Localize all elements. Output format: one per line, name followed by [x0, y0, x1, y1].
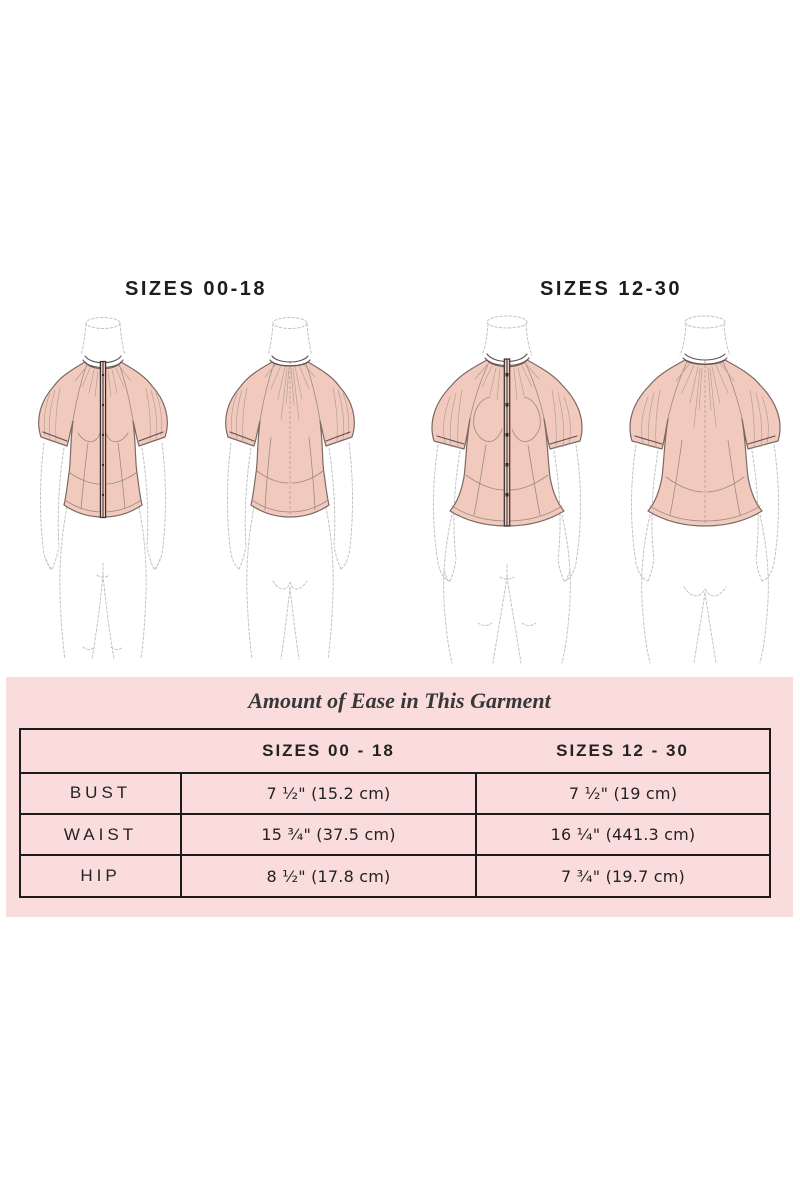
garment-front [431, 353, 583, 527]
hip-ease-12-30: 7 ³⁄₄" (19.7 cm) [475, 854, 771, 898]
blouse-back-illustration-sizes-12-30 [629, 315, 781, 664]
size-range-heading-00-18: SIZES 00-18 [124, 278, 267, 300]
bust-ease-12-30: 7 ¹⁄₂" (19 cm) [475, 771, 771, 816]
garment-front [38, 355, 168, 519]
table-row-waist: WAIST 15 ³⁄₄" (37.5 cm) 16 ¹⁄₄" (441.3 c… [19, 813, 771, 857]
garment-back [225, 355, 355, 518]
ease-table: SIZES 00 - 18 SIZES 12 - 30 BUST 7 ¹⁄₂" … [19, 728, 771, 898]
button-placket [99, 360, 107, 519]
row-label-waist: WAIST [19, 813, 182, 857]
blouse-front-illustration-sizes-12-30 [431, 315, 583, 664]
button-placket [503, 358, 511, 527]
row-label-hip: HIP [19, 854, 182, 898]
size-range-heading-12-30: SIZES 12-30 [539, 278, 682, 300]
bust-ease-00-18: 7 ¹⁄₂" (15.2 cm) [180, 771, 477, 816]
ease-table-corner-cell [19, 728, 181, 774]
ease-table-header-row: SIZES 00 - 18 SIZES 12 - 30 [19, 728, 771, 774]
blouse-back-illustration-sizes-00-18 [225, 317, 355, 660]
hip-ease-00-18: 8 ¹⁄₂" (17.8 cm) [180, 854, 477, 898]
table-row-bust: BUST 7 ¹⁄₂" (15.2 cm) 7 ¹⁄₂" (19 cm) [19, 771, 771, 816]
ease-panel: Amount of Ease in This Garment SIZES 00 … [6, 677, 793, 917]
waist-ease-00-18: 15 ³⁄₄" (37.5 cm) [180, 813, 477, 857]
ease-table-header-sizes-00-18: SIZES 00 - 18 [181, 728, 476, 774]
row-label-bust: BUST [19, 771, 182, 816]
blouse-front-illustration-sizes-00-18 [38, 317, 168, 660]
croquis-figure [39, 317, 167, 660]
croquis-figure [226, 317, 354, 660]
garment-back [629, 353, 781, 527]
ease-table-header-sizes-12-30: SIZES 12 - 30 [476, 728, 771, 774]
table-row-hip: HIP 8 ¹⁄₂" (17.8 cm) 7 ³⁄₄" (19.7 cm) [19, 854, 771, 898]
waist-ease-12-30: 16 ¹⁄₄" (441.3 cm) [475, 813, 771, 857]
croquis-figure [433, 315, 581, 664]
croquis-figure [631, 315, 779, 664]
ease-panel-title: Amount of Ease in This Garment [248, 688, 551, 713]
